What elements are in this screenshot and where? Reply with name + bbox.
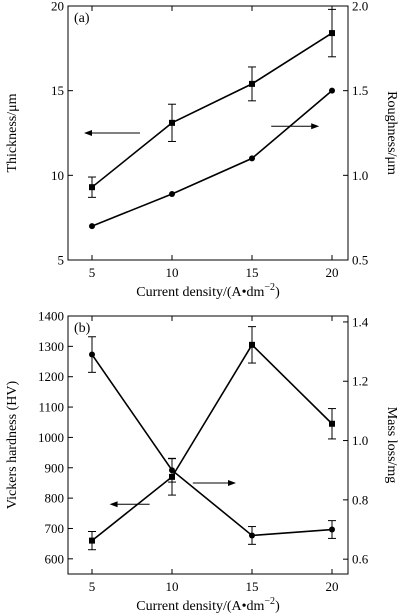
arrow-left (109, 501, 150, 508)
x-tick-label: 10 (166, 579, 179, 594)
series-line (91, 354, 333, 537)
y2-tick-label: 0.8 (352, 492, 368, 507)
y-tick-label: 10 (51, 168, 64, 183)
data-point-circle (89, 351, 95, 358)
arrow-head (228, 479, 236, 486)
y-axis-title: Vickers hardness (HV) (5, 381, 20, 510)
data-point-circle (169, 190, 175, 197)
data-point-square (329, 30, 335, 37)
series-line (91, 343, 333, 542)
x-axis-title-sup: −2 (264, 596, 275, 607)
series-line (91, 32, 333, 188)
y2-tick-label: 1.5 (352, 83, 368, 98)
x-tick-label: 20 (326, 579, 339, 594)
arrow-head (311, 123, 320, 130)
x-axis-title-end: ) (275, 599, 280, 614)
x-tick-label: 15 (246, 579, 259, 594)
x-tick-label: 15 (246, 265, 259, 280)
y-axis-title: Thickness/μm (5, 93, 20, 172)
data-point-circle (169, 467, 175, 474)
chart-panel-1: (a) 5 10 15 20 5 10 15 20 0.5 1.0 1.5 2.0 Current den… (5, 0, 399, 300)
x-axis-title: Current density/(A•dm−2) (136, 282, 280, 300)
y-tick-label: 1200 (38, 369, 64, 384)
y-tick-label: 1400 (38, 309, 64, 324)
x-tick-label: 5 (89, 265, 96, 280)
y2-tick-label: 0.5 (352, 253, 368, 268)
plot-frame (67, 315, 349, 575)
y2-tick-label: 0.6 (352, 552, 369, 567)
data-point-square (249, 341, 255, 348)
data-point-circle (329, 526, 335, 533)
arrow-right (192, 479, 236, 486)
x-axis-title: Current density/(A•dm−2) (136, 596, 280, 614)
y-tick-label: 600 (45, 551, 65, 566)
y2-tick-label: 2.0 (352, 0, 368, 14)
series-1 (88, 8, 336, 198)
arrow-head (109, 501, 118, 508)
series-line (91, 90, 333, 227)
data-point-circle (249, 155, 255, 162)
data-point-circle (249, 532, 255, 539)
y-tick-label: 800 (45, 491, 65, 506)
data-point-square (249, 80, 255, 87)
x-axis-title-sup: −2 (264, 282, 275, 293)
data-point-circle (89, 223, 95, 230)
data-point-square (329, 420, 335, 427)
y-tick-label: 20 (51, 0, 64, 14)
x-axis-title-main: Current density/(A•dm (136, 285, 264, 300)
y-tick-label: 1000 (38, 430, 64, 445)
x-axis-title-end: ) (275, 285, 280, 300)
series-1 (88, 326, 336, 551)
arrow-left (84, 130, 140, 136)
y-tick-label: 700 (45, 521, 65, 536)
arrow-head (84, 130, 92, 136)
y2-tick-label: 1.2 (352, 374, 368, 389)
panel-label: (a) (74, 11, 90, 26)
panel-label: (b) (74, 321, 91, 336)
y-tick-label: 1300 (38, 339, 64, 354)
y2-tick-label: 1.0 (352, 168, 368, 183)
y2-tick-label: 1.4 (352, 314, 369, 329)
chart-panel-2: (b) 5 10 15 20 600 700 800 900 1000 1100 1200 1300 14… (5, 309, 399, 615)
data-point-square (89, 537, 95, 544)
y2-axis-title: Mass loss/mg (384, 407, 399, 484)
plot-frame (67, 5, 349, 261)
y-tick-label: 900 (45, 460, 65, 475)
x-tick-label: 20 (326, 265, 339, 280)
y-tick-label: 1100 (38, 400, 64, 415)
data-point-square (169, 119, 175, 126)
y-tick-label: 15 (51, 83, 64, 98)
arrow-right (271, 123, 320, 130)
y-tick-label: 5 (58, 253, 65, 268)
y2-tick-label: 1.0 (352, 433, 368, 448)
series-2 (89, 87, 335, 230)
y2-axis-title: Roughness/μm (384, 91, 399, 175)
series-2 (88, 336, 336, 545)
x-tick-label: 5 (89, 579, 96, 594)
x-axis-title-main: Current density/(A•dm (136, 599, 264, 614)
data-point-circle (329, 87, 335, 94)
x-tick-label: 10 (166, 265, 179, 280)
data-point-square (89, 184, 95, 191)
